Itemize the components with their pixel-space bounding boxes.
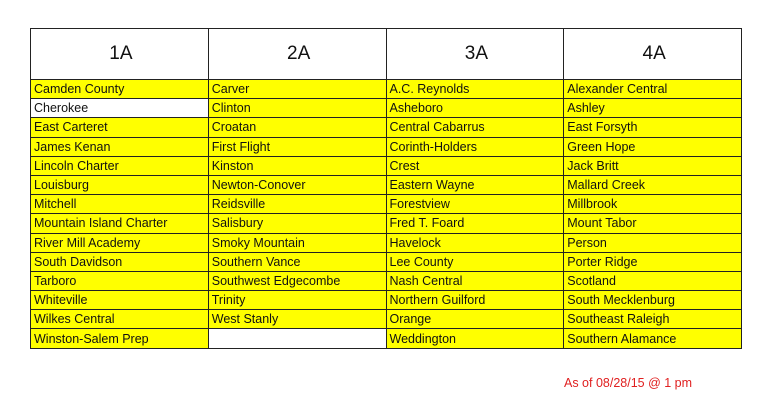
school-cell: Trinity: [207, 290, 387, 311]
school-cell: Salisbury: [207, 213, 387, 234]
table-row: Whiteville Trinity Northern Guilford South …: [30, 290, 742, 311]
school-cell: Asheboro: [385, 98, 565, 119]
school-cell: Jack Britt: [563, 155, 742, 176]
school-cell: Winston-Salem Prep: [30, 328, 209, 349]
school-cell: Wilkes Central: [30, 309, 209, 330]
school-cell: Louisburg: [30, 174, 209, 196]
classification-table: 1A 2A 3A 4A Camden County Carver A.C. Reynold…: [30, 28, 742, 349]
school-cell: Forestview: [385, 194, 565, 215]
school-cell: Mitchell: [30, 194, 209, 215]
school-cell: Alexander Central: [563, 78, 742, 100]
table-row: Mitchell Reidsville Forestview Millbrook: [30, 194, 742, 215]
table-row: Cherokee Clinton Asheboro Ashley: [30, 98, 742, 119]
school-cell: [207, 328, 387, 349]
school-cell: Carver: [207, 78, 387, 100]
table-row: Louisburg Newton-Conover Eastern Wayne Mall…: [30, 174, 742, 196]
school-cell: Orange: [385, 309, 565, 330]
table-row: East Carteret Croatan Central Cabarrus East…: [30, 117, 742, 138]
school-cell: East Forsyth: [563, 117, 742, 138]
school-cell: A.C. Reynolds: [385, 78, 565, 100]
column-header: 3A: [385, 28, 565, 80]
school-cell: East Carteret: [30, 117, 209, 138]
school-cell: Havelock: [385, 232, 565, 253]
school-cell: Nash Central: [385, 270, 565, 292]
school-cell: South Davidson: [30, 251, 209, 272]
school-cell: River Mill Academy: [30, 232, 209, 253]
school-cell: Kinston: [207, 155, 387, 176]
school-cell: Reidsville: [207, 194, 387, 215]
school-cell: Corinth-Holders: [385, 136, 565, 157]
school-cell: Mountain Island Charter: [30, 213, 209, 234]
school-cell: Weddington: [385, 328, 565, 349]
table-row: South Davidson Southern Vance Lee County Po…: [30, 251, 742, 272]
school-cell: Cherokee: [30, 98, 209, 119]
column-header: 1A: [30, 28, 209, 80]
table-row: River Mill Academy Smoky Mountain Havelock…: [30, 232, 742, 253]
school-cell: Person: [563, 232, 742, 253]
table-row: Camden County Carver A.C. Reynolds Alexande…: [30, 78, 742, 100]
school-cell: Mallard Creek: [563, 174, 742, 196]
school-cell: Camden County: [30, 78, 209, 100]
school-cell: Lincoln Charter: [30, 155, 209, 176]
school-cell: Scotland: [563, 270, 742, 292]
school-cell: Southern Alamance: [563, 328, 742, 349]
school-cell: Porter Ridge: [563, 251, 742, 272]
school-cell: Lee County: [385, 251, 565, 272]
table-row: Wilkes Central West Stanly Orange Southeast…: [30, 309, 742, 330]
table-row: Winston-Salem Prep Weddington Southern Ala…: [30, 328, 742, 349]
school-cell: Tarboro: [30, 270, 209, 292]
school-cell: West Stanly: [207, 309, 387, 330]
table-row: Mountain Island Charter Salisbury Fred T. …: [30, 213, 742, 234]
school-cell: South Mecklenburg: [563, 290, 742, 311]
school-cell: Northern Guilford: [385, 290, 565, 311]
table-row: James Kenan First Flight Corinth-Holders Gr…: [30, 136, 742, 157]
as-of-note: As of 08/28/15 @ 1 pm: [564, 376, 693, 390]
school-cell: Crest: [385, 155, 565, 176]
school-cell: Whiteville: [30, 290, 209, 311]
school-cell: Clinton: [207, 98, 387, 119]
school-cell: Millbrook: [563, 194, 742, 215]
school-cell: Southern Vance: [207, 251, 387, 272]
school-cell: Fred T. Foard: [385, 213, 565, 234]
school-cell: Central Cabarrus: [385, 117, 565, 138]
school-cell: Smoky Mountain: [207, 232, 387, 253]
header-row: 1A 2A 3A 4A: [30, 28, 742, 80]
school-cell: Southeast Raleigh: [563, 309, 742, 330]
school-cell: Croatan: [207, 117, 387, 138]
school-cell: First Flight: [207, 136, 387, 157]
school-cell: Eastern Wayne: [385, 174, 565, 196]
table-row: Lincoln Charter Kinston Crest Jack Britt: [30, 155, 742, 176]
school-cell: James Kenan: [30, 136, 209, 157]
column-header: 2A: [207, 28, 387, 80]
school-cell: Southwest Edgecombe: [207, 270, 387, 292]
school-cell: Ashley: [563, 98, 742, 119]
school-cell: Mount Tabor: [563, 213, 742, 234]
table-row: Tarboro Southwest Edgecombe Nash Central Sc…: [30, 270, 742, 292]
column-header: 4A: [563, 28, 742, 80]
school-cell: Green Hope: [563, 136, 742, 157]
school-cell: Newton-Conover: [207, 174, 387, 196]
